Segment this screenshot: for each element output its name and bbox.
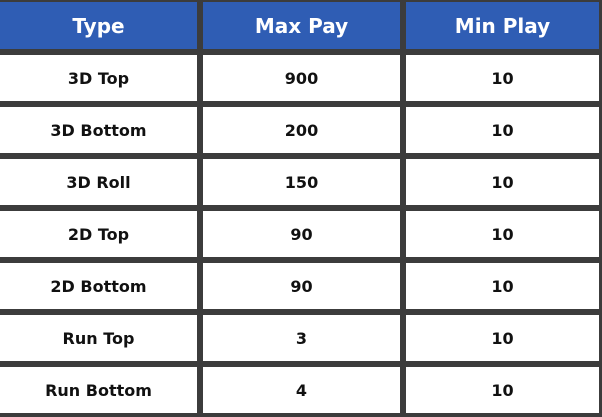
- max-pay-cell: 4: [203, 367, 400, 413]
- min-play-cell: 10: [406, 315, 599, 361]
- type-cell: 3D Roll: [0, 159, 197, 205]
- type-cell: 2D Top: [0, 211, 197, 257]
- min-play-cell: 10: [406, 107, 599, 153]
- type-cell: Run Bottom: [0, 367, 197, 413]
- max-pay-cell: 900: [203, 55, 400, 101]
- header-min-play: Min Play: [406, 2, 599, 49]
- header-max-pay: Max Pay: [203, 2, 400, 49]
- type-cell: Run Top: [0, 315, 197, 361]
- max-pay-cell: 150: [203, 159, 400, 205]
- max-pay-cell: 90: [203, 211, 400, 257]
- type-cell: 3D Bottom: [0, 107, 197, 153]
- min-play-cell: 10: [406, 367, 599, 413]
- min-play-cell: 10: [406, 55, 599, 101]
- min-play-cell: 10: [406, 263, 599, 309]
- max-pay-cell: 3: [203, 315, 400, 361]
- header-type: Type: [0, 2, 197, 49]
- max-pay-cell: 200: [203, 107, 400, 153]
- type-cell: 2D Bottom: [0, 263, 197, 309]
- type-cell: 3D Top: [0, 55, 197, 101]
- min-play-cell: 10: [406, 211, 599, 257]
- max-pay-cell: 90: [203, 263, 400, 309]
- min-play-cell: 10: [406, 159, 599, 205]
